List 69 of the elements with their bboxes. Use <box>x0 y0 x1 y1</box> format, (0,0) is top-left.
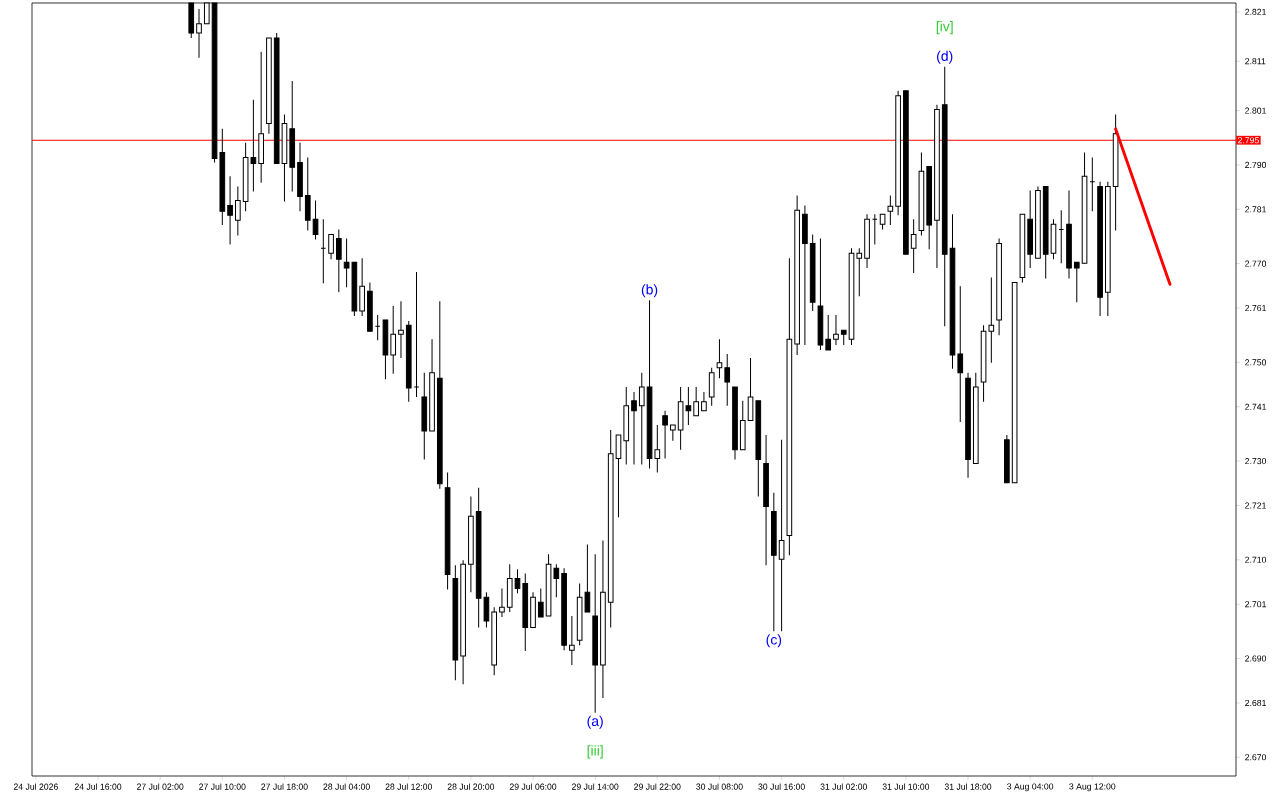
x-tick-label: 27 Jul 18:00 <box>261 783 308 790</box>
y-tick-label: 2.801 <box>1245 107 1266 114</box>
x-tick-label: 31 Jul 10:00 <box>882 783 930 790</box>
y-tick-label: 2.741 <box>1245 403 1266 410</box>
y-tick-label: 2.770 <box>1245 260 1267 267</box>
x-tick-label: 28 Jul 04:00 <box>323 783 370 790</box>
candlestick <box>825 314 832 351</box>
candlestick <box>701 391 707 412</box>
annotation: (c) <box>766 634 782 648</box>
candlestick <box>312 199 319 240</box>
candlestick <box>514 568 521 594</box>
candlestick <box>856 247 863 297</box>
candlestick <box>887 195 894 226</box>
annotation: (b) <box>641 284 658 298</box>
x-tick-label: 31 Jul 18:00 <box>944 783 992 790</box>
candlestick <box>1073 261 1080 303</box>
x-tick-label: 28 Jul 20:00 <box>447 783 495 790</box>
candlestick <box>227 175 233 245</box>
x-tick-label: 31 Jul 02:00 <box>820 783 867 790</box>
x-tick-label: 30 Jul 08:00 <box>696 783 743 790</box>
y-tick-label: 2.681 <box>1245 699 1266 707</box>
y-tick-label: 2.701 <box>1245 601 1266 608</box>
annotation: (d) <box>937 50 953 64</box>
x-tick-label: 3 Aug 04:00 <box>1007 783 1054 792</box>
candlestick <box>716 338 723 379</box>
x-tick-label: 29 Jul 06:00 <box>509 783 557 790</box>
y-tick-label: 2.670 <box>1245 754 1267 761</box>
y-tick-label: 2.710 <box>1245 556 1267 563</box>
candlestick <box>631 391 637 466</box>
candlestick <box>724 353 731 407</box>
candlestick <box>328 234 334 260</box>
candlestick <box>957 285 964 423</box>
y-tick-label: 2.750 <box>1245 359 1267 366</box>
x-tick-label: 3 Aug 12:00 <box>1069 783 1116 792</box>
candlestick <box>569 615 575 666</box>
x-tick-label: 24 Jul 16:00 <box>74 783 122 790</box>
y-tick-label: 2.811 <box>1245 58 1266 65</box>
x-tick-label: 28 Jul 12:00 <box>385 783 432 790</box>
candlestick <box>693 386 699 417</box>
x-tick-label: 24 Jul 2026 <box>13 783 58 790</box>
x-tick-label: 29 Jul 14:00 <box>572 783 619 790</box>
y-tick-label: 2.821 <box>1245 8 1266 15</box>
annotation: [iv] <box>936 21 953 35</box>
candlestick <box>413 271 420 398</box>
x-tick-label: 27 Jul 10:00 <box>199 783 246 790</box>
candlestick <box>778 439 785 632</box>
y-tick-label: 2.790 <box>1245 161 1267 168</box>
y-tick-label: 2.690 <box>1245 655 1267 662</box>
y-tick-label: 2.781 <box>1245 206 1266 213</box>
candlestick <box>638 372 645 466</box>
candlestick <box>196 8 202 59</box>
candlestick <box>336 229 342 293</box>
x-tick-label: 27 Jul 02:00 <box>137 783 184 790</box>
candlestick <box>910 218 917 274</box>
candlestick <box>537 587 544 618</box>
x-tick-label: 30 Jul 16:00 <box>758 783 805 790</box>
x-tick-label: 29 Jul 22:00 <box>634 783 681 790</box>
candlestick <box>499 587 505 618</box>
y-tick-label: 2.721 <box>1245 502 1266 509</box>
candlestick <box>235 186 241 236</box>
y-tick-label: 2.761 <box>1245 304 1266 312</box>
candlestick <box>833 314 839 346</box>
annotation: (a) <box>587 715 603 729</box>
candlestick <box>398 300 404 359</box>
y-tick-label: 2.730 <box>1245 458 1267 465</box>
candlestick <box>662 410 668 460</box>
candlestick <box>390 305 397 375</box>
annotation: [iii] <box>587 745 603 759</box>
ref-line-label: 2.795 <box>1238 137 1259 144</box>
